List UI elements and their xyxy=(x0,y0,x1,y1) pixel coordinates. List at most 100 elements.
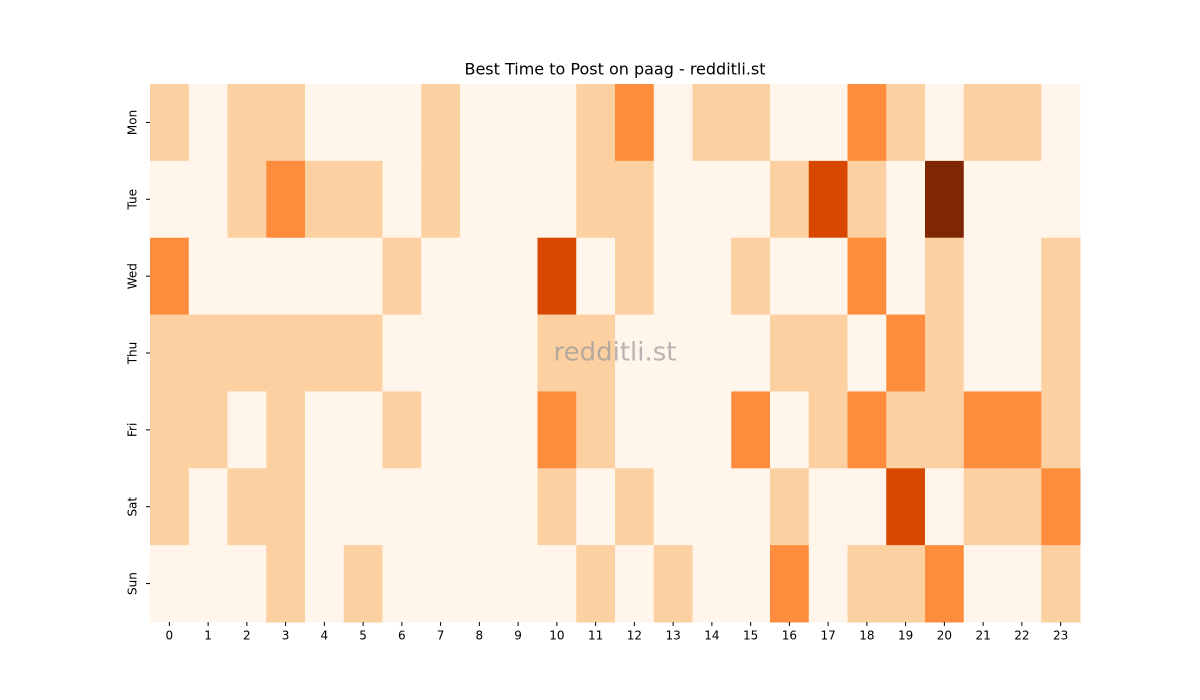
heat-cell xyxy=(770,545,810,623)
heat-cell xyxy=(1041,314,1081,392)
heat-cell xyxy=(925,545,965,623)
heat-cell xyxy=(382,314,422,392)
x-tick-label: 8 xyxy=(476,629,484,643)
chart-title: Best Time to Post on paag - redditli.st xyxy=(464,60,765,79)
y-tick-label: Sun xyxy=(126,572,140,595)
heat-cell xyxy=(537,237,577,316)
heat-cell xyxy=(266,237,306,316)
heat-cell xyxy=(537,314,577,392)
heat-cell xyxy=(382,237,422,316)
heat-cell xyxy=(498,391,538,469)
heat-cell xyxy=(615,84,655,162)
heat-cell xyxy=(460,160,500,239)
heat-cell xyxy=(963,84,1003,162)
heat-cell xyxy=(770,84,810,162)
heat-cell xyxy=(731,468,771,546)
heat-cell xyxy=(460,468,500,546)
heat-cell xyxy=(343,545,383,623)
heat-cell xyxy=(963,391,1003,469)
x-tick-label: 20 xyxy=(937,629,952,643)
heat-cell xyxy=(1002,237,1042,316)
heat-cell xyxy=(925,468,965,546)
heat-cell xyxy=(421,237,461,316)
x-tick-label: 6 xyxy=(398,629,406,643)
heat-cell xyxy=(537,84,577,162)
heat-cell xyxy=(808,160,848,239)
x-tick-label: 22 xyxy=(1014,629,1029,643)
heat-cell xyxy=(537,545,577,623)
heat-cell xyxy=(1041,237,1081,316)
y-tick-label: Thu xyxy=(126,342,140,366)
heat-cell xyxy=(886,84,926,162)
heat-cell xyxy=(886,545,926,623)
heat-cell xyxy=(770,391,810,469)
heat-cell xyxy=(421,468,461,546)
x-tick-label: 9 xyxy=(514,629,522,643)
x-tick-label: 1 xyxy=(204,629,212,643)
heat-cell xyxy=(1041,391,1081,469)
heat-cell xyxy=(343,84,383,162)
heat-cell xyxy=(847,237,887,316)
heat-cell xyxy=(150,84,190,162)
heat-cell xyxy=(498,160,538,239)
heat-cell xyxy=(188,237,228,316)
heat-cell xyxy=(576,84,616,162)
heat-cell xyxy=(615,160,655,239)
heat-cell xyxy=(653,545,693,623)
x-tick-label: 12 xyxy=(627,629,642,643)
heat-cell xyxy=(537,160,577,239)
x-tick-label: 17 xyxy=(820,629,835,643)
y-tick-label: Wed xyxy=(126,263,140,289)
heat-cell xyxy=(615,237,655,316)
heat-cell xyxy=(963,314,1003,392)
heat-cell xyxy=(343,391,383,469)
y-tick-label: Mon xyxy=(126,110,140,135)
x-tick-label: 16 xyxy=(782,629,797,643)
heat-cell xyxy=(227,237,267,316)
heat-cell xyxy=(382,545,422,623)
heat-cell xyxy=(963,468,1003,546)
heat-cell xyxy=(770,160,810,239)
heat-cell xyxy=(615,391,655,469)
heat-cell xyxy=(615,468,655,546)
heat-cell xyxy=(808,314,848,392)
heat-cell xyxy=(847,468,887,546)
heat-cell xyxy=(615,314,655,392)
heat-cell xyxy=(266,160,306,239)
heat-cell xyxy=(886,391,926,469)
heat-cell xyxy=(692,545,732,623)
heat-cell xyxy=(150,468,190,546)
heat-cell xyxy=(305,237,345,316)
heat-cell xyxy=(227,545,267,623)
heat-cell xyxy=(692,314,732,392)
heat-cell xyxy=(498,545,538,623)
heat-cell xyxy=(615,545,655,623)
heat-cell xyxy=(266,314,306,392)
heat-cell xyxy=(847,314,887,392)
heat-cell xyxy=(421,545,461,623)
heat-cell xyxy=(1002,160,1042,239)
heat-cell xyxy=(150,545,190,623)
x-tick-label: 10 xyxy=(549,629,564,643)
heat-cell xyxy=(808,545,848,623)
heat-cell xyxy=(847,84,887,162)
heat-cell xyxy=(1041,545,1081,623)
x-tick-label: 0 xyxy=(166,629,174,643)
heat-cell xyxy=(770,314,810,392)
heat-cell xyxy=(498,84,538,162)
heat-cell xyxy=(847,545,887,623)
heat-cell xyxy=(1002,84,1042,162)
heat-cell xyxy=(421,84,461,162)
heat-cell xyxy=(731,545,771,623)
x-tick-label: 3 xyxy=(282,629,290,643)
heat-cell xyxy=(266,545,306,623)
heat-cell xyxy=(653,84,693,162)
heat-cell xyxy=(498,237,538,316)
heat-cell xyxy=(886,314,926,392)
heat-cell xyxy=(343,314,383,392)
heat-cell xyxy=(1041,84,1081,162)
heat-cell xyxy=(188,84,228,162)
heat-cell xyxy=(460,84,500,162)
heat-cell xyxy=(692,160,732,239)
